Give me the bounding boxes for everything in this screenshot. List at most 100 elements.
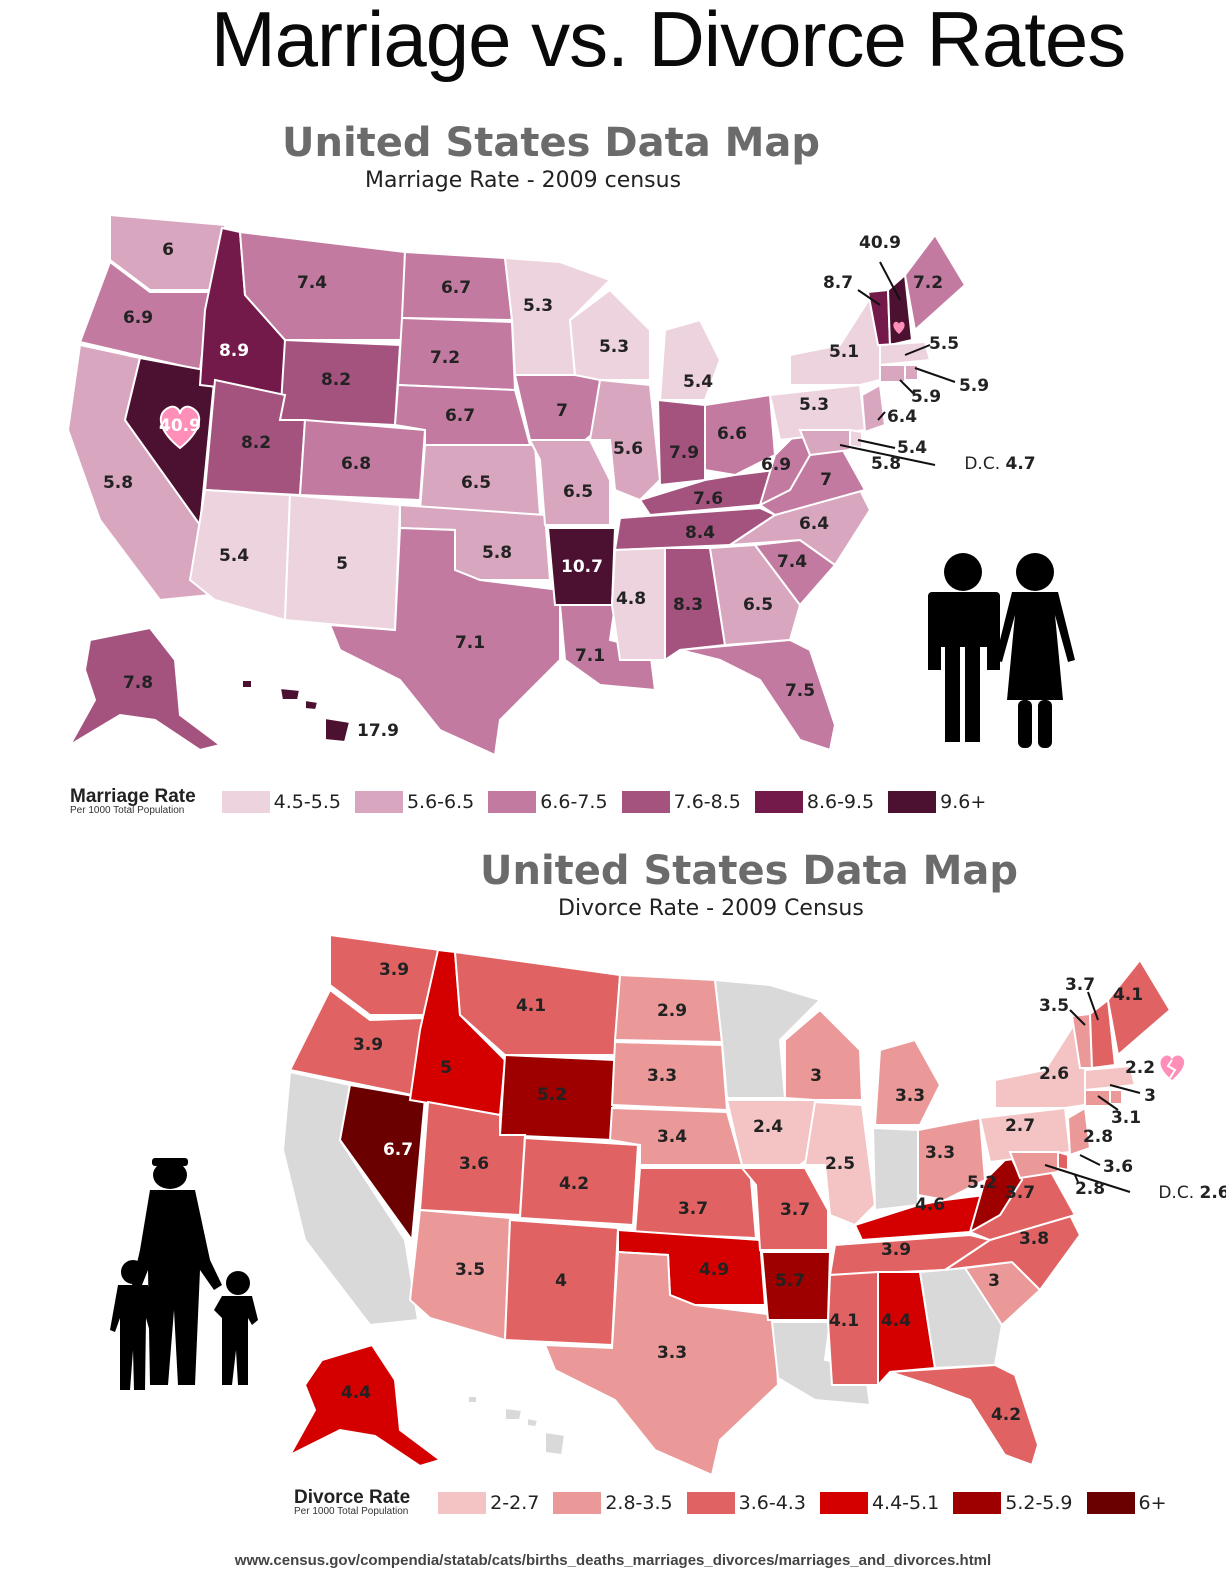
divorce-value-nd: 2.9 (657, 1001, 687, 1021)
marriage-map-subtitle: Marriage Rate - 2009 census (365, 168, 682, 193)
marriage-leader-lines (839, 261, 956, 466)
marriage-value-co: 6.8 (341, 454, 371, 474)
divorce-legend-item: 6+ (1086, 1492, 1167, 1514)
marriage-value-va: 7 (820, 470, 832, 490)
divorce-value-nc: 3.8 (1019, 1229, 1049, 1249)
divorce-legend-item: 3.6-4.3 (686, 1492, 806, 1514)
divorce-map-title: United States Data Map (480, 848, 1019, 894)
state-HI-2 (504, 1406, 524, 1421)
divorce-labels-group: 3.9 3.9 6.7 5 4.1 5.2 3.6 3.5 4.2 4 2.9 3.3 3.4 3.7 4.… (341, 960, 1226, 1425)
state-ME (903, 233, 967, 332)
state-AK (67, 626, 223, 752)
marriage-legend-label: 5.6-6.5 (406, 791, 475, 813)
divorce-value-ak: 4.4 (341, 1383, 371, 1403)
divorce-legend-label: 2.8-3.5 (605, 1492, 673, 1514)
state-KS (633, 1167, 758, 1240)
marriage-value-tx: 7.1 (455, 633, 485, 653)
state-MD (1008, 1151, 1059, 1180)
divorce-value-md: 2.8 (1075, 1179, 1105, 1199)
state-MS (610, 546, 666, 661)
state-IL (803, 1100, 877, 1227)
marriage-value-nh: 40.9 (859, 233, 901, 253)
marriage-value-ms: 4.8 (616, 589, 646, 609)
state-HI-1 (324, 716, 352, 744)
marriage-value-ct: 5.9 (911, 387, 941, 407)
divorce-value-tn: 3.9 (881, 1240, 911, 1260)
divorce-legend-item: 2.8-3.5 (553, 1492, 673, 1514)
divorce-value-pa: 2.7 (1005, 1116, 1035, 1136)
marriage-value-hi: 17.9 (357, 721, 399, 741)
marriage-legend-swatch (888, 791, 937, 813)
marriage-legend-title: Marriage Rate Per 1000 Total Population (70, 786, 196, 816)
marriage-legend-item: 4.5-5.5 (221, 791, 341, 813)
marriage-value-wi: 5.3 (599, 337, 629, 357)
state-HI-3 (526, 1416, 540, 1429)
state-CT (1084, 1089, 1111, 1107)
state-AK (287, 1343, 443, 1468)
divorce-legend-swatch (953, 1492, 1002, 1514)
marriage-value-il: 5.6 (613, 439, 643, 459)
divorce-legend-title: Divorce Rate Per 1000 Total Population (294, 1487, 411, 1517)
divorce-value-il: 2.5 (825, 1154, 855, 1174)
divorce-value-ny: 2.6 (1039, 1064, 1069, 1084)
marriage-value-mt: 7.4 (297, 273, 327, 293)
marriage-value-mo: 6.5 (563, 482, 593, 502)
divorce-legend-item: 4.4-5.1 (819, 1492, 940, 1514)
marriage-legend-swatch (488, 791, 537, 813)
divorce-value-ms: 4.1 (829, 1311, 859, 1331)
state-HI-3 (304, 698, 320, 712)
marriage-legend-item: 6.6-7.5 (488, 791, 608, 813)
divorce-value-ia: 2.4 (753, 1117, 783, 1137)
divorce-legend-label: 4.4-5.1 (871, 1492, 940, 1514)
divorce-legend-item: 5.2-5.9 (953, 1492, 1073, 1514)
marriage-value-ne: 6.7 (445, 406, 475, 426)
main-title: Marriage vs. Divorce Rates (210, 0, 1127, 83)
state-RI (904, 364, 919, 381)
divorce-value-al: 4.4 (881, 1311, 911, 1331)
state-GA (708, 543, 802, 647)
divorce-legend-swatch (553, 1492, 602, 1514)
divorce-value-dc: D.C. 2.6 (1158, 1183, 1226, 1203)
divorce-value-wi: 3 (810, 1066, 822, 1086)
marriage-legend-swatch (754, 791, 803, 813)
state-WI (784, 1008, 864, 1101)
marriage-legend-item: 7.6-8.5 (621, 791, 741, 813)
state-TX (543, 1250, 780, 1477)
state-NV (338, 1083, 427, 1243)
divorce-legend-swatch (1086, 1492, 1135, 1514)
state-NJ (860, 383, 887, 434)
state-WI (568, 288, 651, 381)
family-silhouette (110, 1158, 258, 1390)
marriage-legend-label: 6.6-7.5 (540, 791, 608, 813)
marriage-value-la: 7.1 (575, 646, 605, 666)
marriage-value-ar: 10.7 (561, 557, 603, 577)
state-MN (713, 978, 822, 1099)
marriage-value-mi: 5.4 (683, 372, 713, 392)
divorce-legend-label: 5.2-5.9 (1005, 1492, 1073, 1514)
marriage-value-mn: 5.3 (523, 296, 553, 316)
state-RI (1109, 1089, 1123, 1105)
state-AZ (188, 488, 292, 622)
marriage-value-id: 8.9 (219, 341, 249, 361)
couple-silhouette (928, 553, 1075, 748)
state-MA (879, 340, 932, 367)
divorce-value-wy: 5.2 (537, 1085, 567, 1105)
marriage-map (66, 213, 967, 757)
state-HI-4 (241, 679, 253, 689)
marriage-value-oh: 6.6 (717, 424, 747, 444)
state-MT (453, 950, 622, 1056)
state-NJ (1066, 1106, 1092, 1157)
divorce-value-vt: 3.5 (1039, 996, 1069, 1016)
divorce-value-or: 3.9 (353, 1035, 383, 1055)
marriage-value-nc: 6.4 (799, 514, 829, 534)
divorce-map (281, 933, 1172, 1477)
state-IL (588, 378, 662, 502)
divorce-value-fl: 4.2 (991, 1405, 1021, 1425)
divorce-legend-swatch (438, 1492, 487, 1514)
marriage-value-ny: 5.1 (829, 342, 859, 362)
divorce-value-ar: 5.7 (775, 1271, 805, 1291)
state-MD (798, 429, 851, 457)
state-WA (329, 933, 442, 1016)
marriage-legend-label: 8.6-9.5 (806, 791, 875, 813)
state-FL (889, 1363, 1040, 1467)
